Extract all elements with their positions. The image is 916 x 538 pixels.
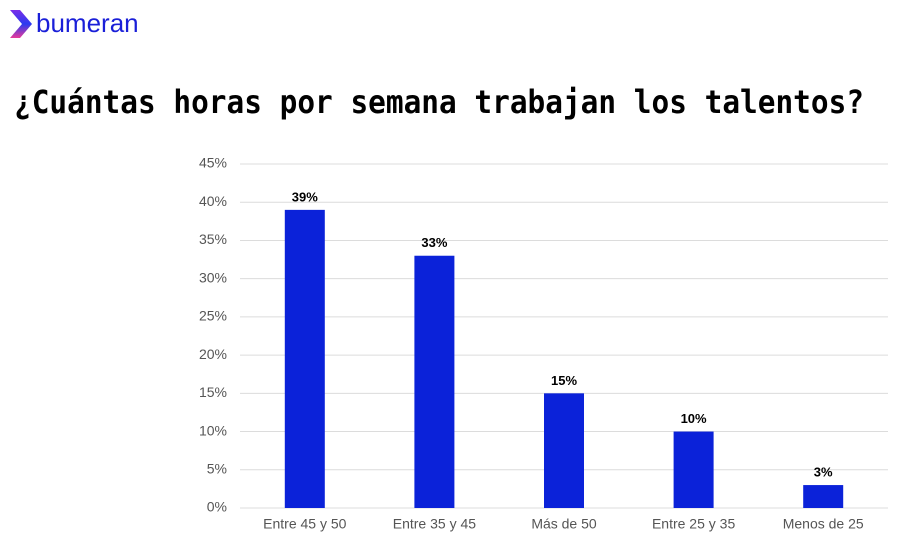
x-tick-label: Entre 35 y 45 [393, 516, 476, 532]
x-tick-label: Entre 25 y 35 [652, 516, 735, 532]
y-tick-label: 20% [199, 346, 227, 362]
y-tick-label: 25% [199, 308, 227, 324]
value-label: 33% [421, 235, 447, 250]
y-tick-label: 0% [207, 499, 227, 515]
value-label: 10% [681, 411, 707, 426]
y-tick-label: 35% [199, 231, 227, 247]
y-tick-label: 5% [207, 460, 227, 476]
chart-title: ¿Cuántas horas por semana trabajan los t… [14, 83, 864, 121]
x-tick-label: Más de 50 [531, 516, 597, 532]
y-tick-label: 15% [199, 384, 227, 400]
bar [673, 431, 714, 508]
value-label: 39% [292, 189, 318, 204]
y-tick-label: 10% [199, 422, 227, 438]
x-tick-label: Menos de 25 [783, 516, 864, 532]
logo-icon [10, 10, 32, 38]
x-tick-label: Entre 45 y 50 [263, 516, 346, 532]
value-label: 3% [814, 465, 833, 480]
y-tick-label: 40% [199, 193, 227, 209]
bar [414, 255, 455, 508]
logo-text: bumeran [36, 8, 139, 38]
y-tick-label: 30% [199, 269, 227, 285]
bar [284, 209, 325, 508]
bar [544, 393, 584, 508]
y-tick-label: 45% [199, 155, 227, 171]
bar [803, 485, 844, 508]
value-label: 15% [551, 373, 577, 388]
